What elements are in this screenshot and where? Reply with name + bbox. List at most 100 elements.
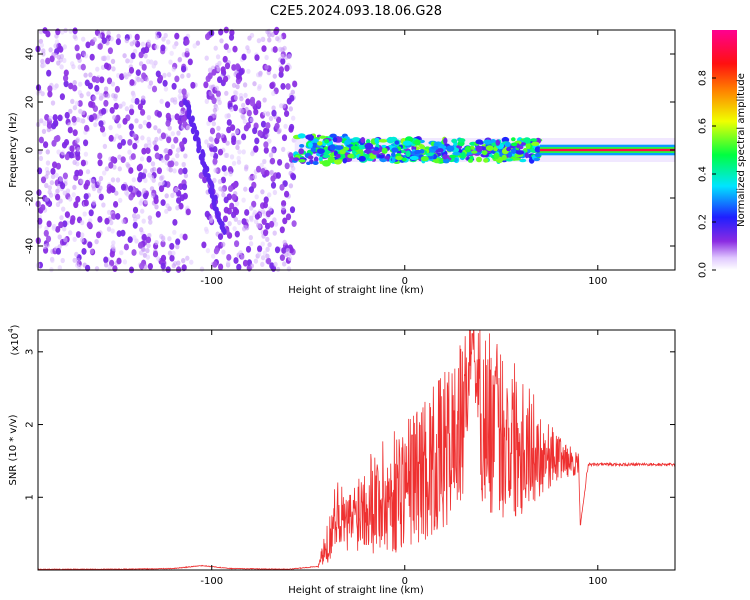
noise-cell <box>282 217 288 225</box>
noise-cell <box>117 123 122 129</box>
noise-cell <box>112 115 117 121</box>
noise-cell <box>96 180 102 186</box>
noise-cell <box>253 108 259 116</box>
noise-cell <box>166 72 172 78</box>
noise-cell <box>129 79 135 86</box>
y-tick-label: 20 <box>25 96 36 109</box>
noise-cell <box>74 251 79 257</box>
noise-cell <box>271 90 276 96</box>
noise-cell <box>164 153 170 161</box>
noise-cell <box>81 248 87 255</box>
noise-cell <box>143 177 148 184</box>
band-cell <box>329 133 337 138</box>
noise-cell <box>132 48 138 54</box>
noise-cell <box>224 90 229 96</box>
noise-cell <box>260 189 265 195</box>
noise-cell <box>57 265 62 271</box>
noise-cell <box>165 203 170 209</box>
noise-cell <box>178 88 183 94</box>
noise-cell <box>220 133 225 139</box>
noise-cell <box>141 147 147 155</box>
noise-cell <box>121 218 126 225</box>
noise-cell <box>40 91 45 97</box>
noise-cell <box>104 166 110 172</box>
noise-cell <box>46 122 53 129</box>
noise-cell <box>163 32 168 39</box>
noise-cell <box>58 198 63 204</box>
noise-cell <box>73 201 79 209</box>
noise-cell <box>284 110 290 117</box>
noise-cell <box>120 229 126 237</box>
noise-cell <box>243 186 248 192</box>
noise-cell <box>117 142 123 150</box>
noise-cell <box>190 81 196 89</box>
noise-cell <box>264 64 269 70</box>
noise-cell <box>137 242 144 249</box>
band-cell <box>334 145 344 151</box>
noise-cell <box>238 250 243 256</box>
noise-cell <box>253 145 259 153</box>
noise-cell <box>281 247 287 254</box>
noise-cell <box>147 215 153 221</box>
noise-cell <box>241 197 246 203</box>
noise-cell <box>156 256 161 262</box>
noise-cell <box>249 263 254 269</box>
noise-cell <box>234 129 240 135</box>
noise-cell <box>257 251 262 257</box>
colorbar-label: Normalized spectral amplitude <box>736 73 747 227</box>
noise-cell <box>260 261 265 267</box>
noise-cell <box>107 264 112 270</box>
noise-cell <box>290 173 297 181</box>
noise-cell <box>62 44 67 50</box>
noise-cell <box>216 66 221 72</box>
noise-cell <box>80 237 85 243</box>
noise-cell <box>178 168 184 175</box>
noise-cell <box>114 133 120 139</box>
noise-cell <box>75 231 82 238</box>
noise-cell <box>109 220 114 226</box>
noise-cell <box>38 136 45 144</box>
noise-cell <box>68 151 74 159</box>
noise-cell <box>163 86 169 92</box>
noise-cell <box>233 95 239 101</box>
noise-streak-cell <box>190 127 196 135</box>
noise-cell <box>208 136 213 142</box>
noise-cell <box>159 98 164 104</box>
noise-cell <box>229 202 235 210</box>
noise-cell <box>146 59 151 65</box>
noise-cell <box>99 76 105 84</box>
snr-ticks: -100 0 100 1 2 3 <box>25 330 675 587</box>
noise-cell <box>125 162 130 168</box>
noise-cell <box>172 219 178 226</box>
noise-cell <box>71 192 76 198</box>
noise-cell <box>148 80 154 86</box>
noise-cell <box>132 206 139 214</box>
noise-cell <box>252 81 257 87</box>
noise-cell <box>47 85 53 93</box>
noise-cell <box>267 37 272 43</box>
noise-cell <box>250 151 255 157</box>
noise-cell <box>68 108 73 114</box>
band-cell <box>405 150 411 158</box>
spectrogram-ticks: -100 0 100 -40 -20 0 20 40 <box>25 30 675 287</box>
noise-cell <box>236 263 242 271</box>
noise-cell <box>72 159 77 165</box>
noise-cell <box>232 181 238 189</box>
noise-cell <box>284 252 289 258</box>
band-cell <box>460 151 466 159</box>
noise-cell <box>238 107 244 114</box>
band-cell <box>409 155 419 161</box>
noise-cell <box>132 142 138 150</box>
noise-cell <box>288 106 293 112</box>
band-cell <box>475 145 483 153</box>
noise-cell <box>128 66 135 74</box>
noise-cell <box>164 147 169 154</box>
noise-cell <box>283 123 288 129</box>
y-tick-label: -20 <box>25 190 36 206</box>
noise-cell <box>72 34 78 40</box>
noise-cell <box>169 242 175 250</box>
noise-cell <box>174 161 179 167</box>
noise-cell <box>51 225 56 231</box>
noise-cell <box>288 246 294 254</box>
